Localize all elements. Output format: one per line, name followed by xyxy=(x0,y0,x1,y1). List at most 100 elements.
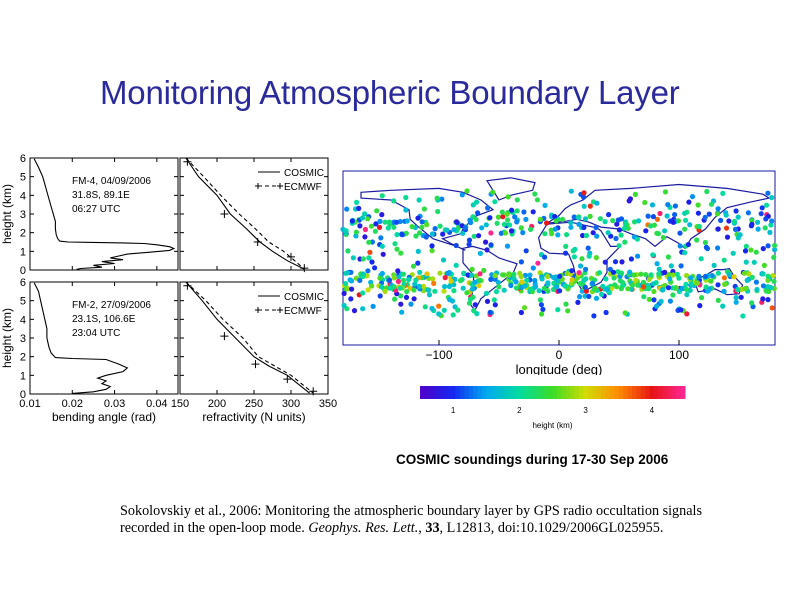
sounding-point xyxy=(360,273,366,280)
sounding-point xyxy=(603,276,609,282)
sounding-point xyxy=(590,230,596,236)
sounding-point xyxy=(683,217,689,223)
sounding-point xyxy=(471,233,477,239)
sounding-point xyxy=(505,217,511,223)
sounding-point xyxy=(455,225,461,231)
legend-label-ecmwf: ECMWF xyxy=(284,182,322,193)
sounding-point xyxy=(678,307,684,313)
colorbar-segment xyxy=(552,386,558,399)
sounding-point xyxy=(685,241,691,248)
y-axis-label: height (km) xyxy=(0,184,14,244)
sounding-point xyxy=(466,300,473,306)
sounding-point xyxy=(763,216,769,222)
sounding-point xyxy=(430,276,436,282)
sounding-point xyxy=(481,267,487,273)
sounding-point xyxy=(732,226,739,232)
sounding-point xyxy=(682,226,688,232)
sounding-point xyxy=(400,277,407,283)
sounding-point xyxy=(550,274,557,280)
sounding-point xyxy=(583,288,589,294)
sounding-point xyxy=(522,283,528,289)
sounding-point xyxy=(514,208,520,214)
x-tick-label: 300 xyxy=(282,398,300,410)
sounding-point xyxy=(537,297,543,303)
sounding-point xyxy=(506,272,512,278)
sounding-point xyxy=(684,292,690,298)
sounding-point xyxy=(518,309,524,316)
sounding-point xyxy=(495,214,501,220)
ecmwf-plus-marker xyxy=(287,252,295,261)
sounding-point xyxy=(442,275,448,281)
sounding-point xyxy=(492,273,498,279)
sounding-point xyxy=(554,284,560,290)
sounding-point xyxy=(429,305,435,312)
sounding-point xyxy=(559,216,566,222)
sounding-point xyxy=(347,277,353,283)
sounding-point xyxy=(542,254,548,260)
sounding-point xyxy=(419,224,425,230)
sounding-point xyxy=(731,274,737,280)
sounding-point xyxy=(431,280,437,286)
sounding-point xyxy=(417,230,423,236)
sounding-point xyxy=(415,215,421,221)
sounding-point xyxy=(411,287,417,293)
sounding-point xyxy=(651,288,657,295)
sounding-point xyxy=(370,303,376,309)
sounding-point xyxy=(645,213,651,219)
sounding-point xyxy=(772,242,778,249)
sounding-point xyxy=(350,255,356,261)
profile-plots: 0 1 2 3 4 5 6 FM-4, 04/09/2006 31.8S, 89.1E 06:27… xyxy=(0,153,337,424)
sounding-point xyxy=(483,222,489,228)
sounding-point xyxy=(735,286,741,293)
sounding-point xyxy=(668,263,674,269)
sounding-point xyxy=(403,230,409,236)
colorbar-segment xyxy=(459,386,465,399)
sounding-point xyxy=(748,247,754,253)
sounding-point xyxy=(391,198,397,204)
sounding-point xyxy=(499,209,505,215)
sounding-point xyxy=(764,202,770,208)
sounding-point xyxy=(532,277,538,284)
sounding-point xyxy=(413,233,419,239)
sounding-point xyxy=(696,223,702,230)
sounding-point xyxy=(735,235,741,241)
sounding-point xyxy=(462,225,468,231)
sounding-point xyxy=(616,227,622,233)
sounding-point xyxy=(380,251,386,257)
sounding-point xyxy=(642,199,648,206)
sounding-point xyxy=(539,311,545,317)
sounding-point xyxy=(632,191,638,197)
sounding-point xyxy=(410,263,417,269)
colorbar-segment xyxy=(623,386,629,399)
sounding-point xyxy=(767,229,773,235)
sounding-point xyxy=(677,243,683,249)
colorbar-segment xyxy=(534,386,540,399)
sounding-point xyxy=(366,239,372,245)
sounding-point xyxy=(362,226,368,233)
sounding-point xyxy=(602,219,608,225)
sounding-point xyxy=(344,270,351,276)
sounding-point xyxy=(460,285,466,291)
sounding-point xyxy=(360,256,366,262)
y-axis-label: height (km) xyxy=(0,308,14,368)
sounding-point xyxy=(684,286,690,292)
sounding-point xyxy=(419,219,425,225)
sounding-point xyxy=(594,200,600,206)
sounding-point xyxy=(421,206,427,212)
sounding-point xyxy=(382,219,388,225)
sounding-point xyxy=(354,199,360,205)
sounding-point xyxy=(665,202,671,208)
colorbar-segment xyxy=(517,386,523,399)
sounding-point xyxy=(720,190,726,196)
sounding-point xyxy=(436,311,442,317)
sounding-point xyxy=(496,284,502,290)
sounding-point xyxy=(722,281,728,287)
sounding-point xyxy=(769,305,775,311)
sounding-point xyxy=(369,259,375,265)
sounding-point xyxy=(379,270,385,277)
sounding-point xyxy=(721,275,727,281)
sounding-point xyxy=(718,217,724,223)
sounding-point xyxy=(726,218,732,224)
sounding-point xyxy=(398,301,404,307)
sounding-point xyxy=(579,256,585,262)
